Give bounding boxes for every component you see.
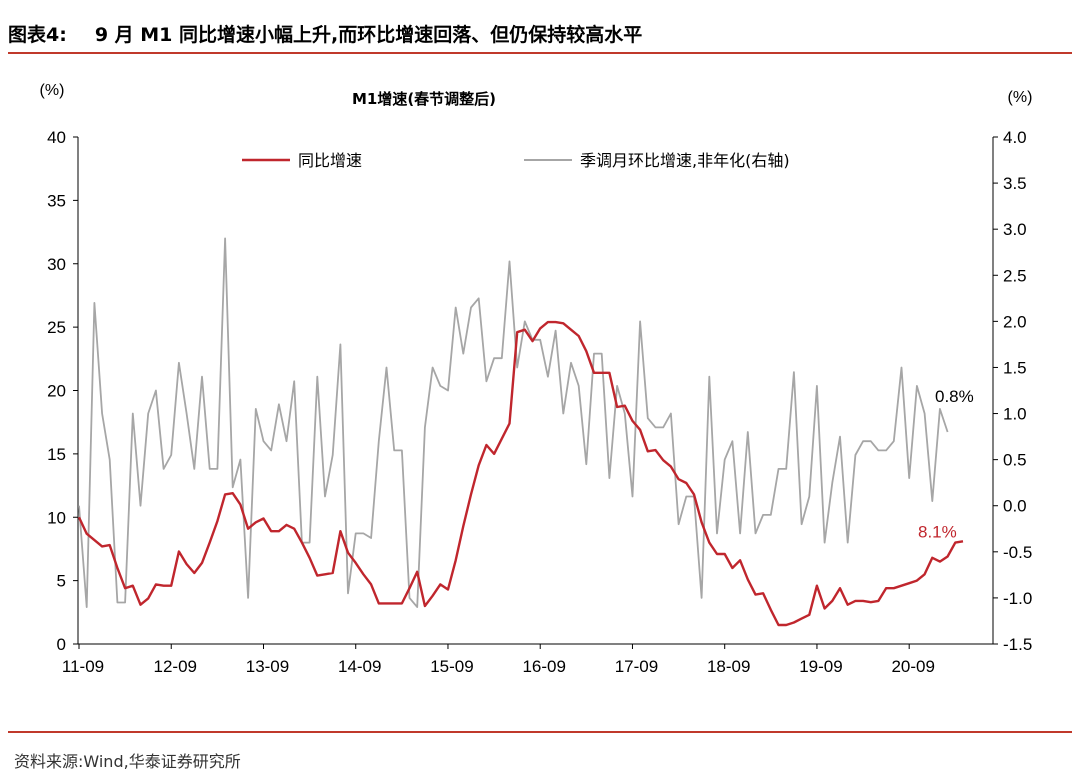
y-right-tick-label: 4.0 [1003, 128, 1027, 147]
chart-title: M1增速(春节调整后) [352, 90, 496, 108]
bottom-rule [8, 731, 1072, 733]
x-tick-label: 14-09 [338, 657, 381, 676]
x-tick-label: 19-09 [799, 657, 842, 676]
figure-title: 图表4: 9 月 M1 同比增速小幅上升,而环比增速回落、但仍保持较高水平 [8, 20, 642, 47]
x-tick-label: 15-09 [430, 657, 473, 676]
series-layer [77, 237, 964, 627]
x-tick-label: 16-09 [522, 657, 565, 676]
figure-title-text: 9 月 M1 同比增速小幅上升,而环比增速回落、但仍保持较高水平 [94, 24, 643, 46]
top-rule [8, 52, 1072, 54]
y-left-tick-label: 20 [47, 382, 66, 401]
y-right-tick-label: -1.5 [1003, 635, 1032, 654]
y-right-tick-label: -1.0 [1003, 589, 1032, 608]
m1-growth-chart: M1增速(春节调整后) (%) (%) 同比增速 季调月环比增速,非年化(右轴)… [40, 82, 1033, 676]
y-left-tick-label: 15 [47, 445, 66, 464]
y-left-tick-label: 35 [47, 191, 66, 210]
y-left-tick-label: 30 [47, 255, 66, 274]
axes: 0 5 10 15 20 25 30 35 40 -1.5 -1.0 -0.5 0.0 0.5 1.0 1.5… [47, 128, 1032, 676]
x-tick-label: 18-09 [707, 657, 750, 676]
y-right-tick-label: 3.0 [1003, 220, 1027, 239]
x-tick-label: 12-09 [154, 657, 197, 676]
series-line-mom [78, 237, 949, 608]
legend: 同比增速 季调月环比增速,非年化(右轴) [242, 151, 790, 170]
x-tick-label: 20-09 [891, 657, 934, 676]
y-left-tick-label: 5 [57, 572, 66, 591]
y-right-tick-label: 0.5 [1003, 451, 1027, 470]
x-tick-label: 11-09 [62, 657, 104, 676]
series-line-yoy [77, 320, 964, 627]
y-left-tick-label: 25 [47, 318, 66, 337]
y-right-tick-label: 1.5 [1003, 358, 1027, 377]
y-right-tick-label: -0.5 [1003, 543, 1032, 562]
source-note: 资料来源:Wind,华泰证券研究所 [14, 752, 241, 771]
y-right-tick-label: 2.5 [1003, 266, 1027, 285]
annotation-yoy-last: 8.1% [918, 522, 957, 541]
annotation-mom-last: 0.8% [935, 387, 974, 406]
x-tick-label: 17-09 [615, 657, 658, 676]
y-left-tick-label: 40 [47, 128, 66, 147]
figure-number: 图表4: [8, 24, 67, 46]
y-left-tick-label: 0 [57, 635, 66, 654]
y-right-tick-label: 1.0 [1003, 405, 1027, 424]
y-left-tick-label: 10 [47, 508, 66, 527]
legend-label-mom: 季调月环比增速,非年化(右轴) [580, 151, 790, 170]
y-right-tick-label: 2.0 [1003, 312, 1027, 331]
y-right-tick-label: 3.5 [1003, 174, 1027, 193]
left-axis-unit: (%) [40, 82, 65, 99]
legend-label-yoy: 同比增速 [298, 151, 362, 170]
x-tick-label: 13-09 [246, 657, 289, 676]
right-axis-unit: (%) [1008, 89, 1033, 106]
y-right-tick-label: 0.0 [1003, 497, 1027, 516]
